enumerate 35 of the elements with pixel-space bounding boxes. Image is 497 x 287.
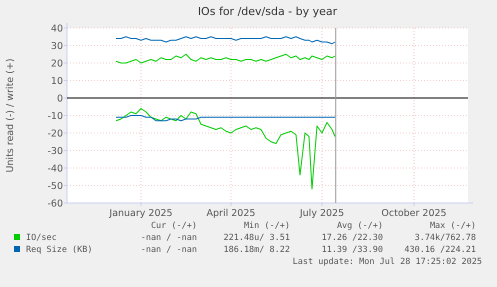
text: Avg (-/+) — [336, 221, 383, 231]
text: -nan / -nan — [140, 245, 197, 255]
x-tick-label: January 2025 — [108, 208, 173, 219]
text: 17.26 /22.30 — [322, 233, 383, 243]
y-tick-label: -30 — [47, 146, 63, 157]
y-tick-label: -50 — [47, 181, 63, 192]
y-tick-label: 40 — [50, 24, 63, 34]
legend-label: IO/sec — [26, 233, 57, 243]
text: 11.39 /33.90 — [322, 245, 383, 255]
text: Max (-/+) — [430, 221, 476, 231]
x-tick-label: July 2025 — [298, 208, 344, 219]
y-tick-label: -60 — [47, 198, 63, 210]
y-tick-label: -10 — [47, 111, 63, 122]
line-series — [116, 36, 336, 44]
text: Cur (-/+) — [150, 221, 197, 231]
x-tick-label: April 2025 — [206, 208, 256, 219]
x-tick-label: October 2025 — [381, 208, 447, 219]
y-tick-label: -20 — [47, 128, 63, 140]
y-tick-label: 10 — [50, 76, 63, 87]
text: 186.18m/ 8.22 — [223, 245, 290, 255]
text: 221.48u/ 3.51 — [223, 233, 290, 243]
y-axis-title: Units read (-) / write (+) — [5, 58, 16, 173]
legend-label: Req Size (KB) — [26, 245, 93, 255]
chart-title: IOs for /dev/sda - by year — [198, 5, 338, 18]
y-tick-label: 30 — [50, 41, 63, 52]
y-tick-label: 20 — [50, 58, 63, 70]
text: 430.16 /224.21 — [404, 245, 476, 255]
text: -nan / -nan — [140, 233, 197, 243]
y-tick-label: 0 — [56, 94, 63, 104]
text: Min (-/+) — [244, 221, 290, 231]
line-series — [116, 108, 336, 190]
text: Last update: Mon Jul 28 17:25:02 2025 — [292, 257, 482, 267]
line-series — [116, 54, 336, 64]
text: 3.74k/762.78 — [414, 233, 476, 243]
y-tick-label: -40 — [47, 164, 63, 174]
